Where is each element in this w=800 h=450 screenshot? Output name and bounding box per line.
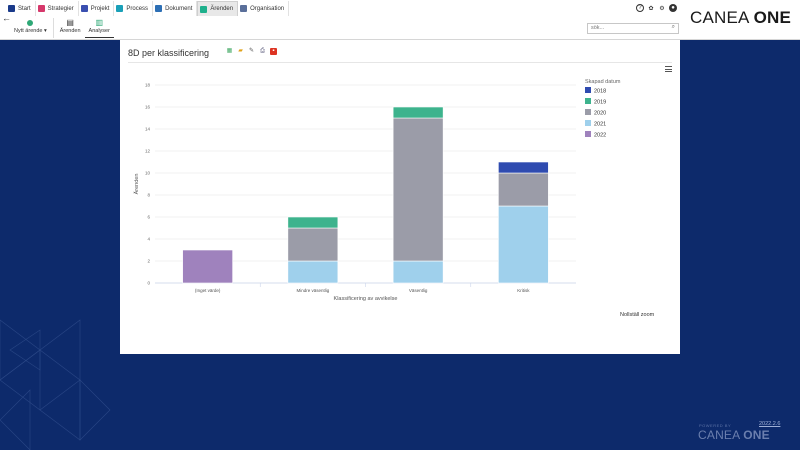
y-tick-label: 16 [145,105,151,110]
legend-swatch-2018 [585,87,591,93]
bar-segment-2019 [392,106,444,119]
y-tick-label: 6 [147,215,150,220]
palette-icon[interactable]: ✿ [648,5,654,12]
legend-swatch-2019 [585,98,591,104]
bar-segment-2021 [498,205,549,284]
top-bar: Start Strategier Projekt Process Dokument Äre… [0,0,800,40]
bar-chart-icon: ▥ [95,18,104,27]
search-box: ⌕ [587,23,679,34]
add-icon [27,20,34,26]
x-tick-label: Kritisk [517,288,530,293]
legend-item-label[interactable]: 2020 [594,111,606,117]
caret-down-icon: ▾ [43,28,47,34]
nav-tab-projekt[interactable]: Projekt [79,1,115,16]
nav-tab-label: Start [18,5,31,12]
back-arrow-icon[interactable]: ← [2,13,11,23]
new-case-button[interactable]: Nytt ärende ▾ [10,18,51,38]
powered-by-label: POWERED BY [699,423,732,428]
x-tick-label: Mindre väsentlig [296,288,329,293]
legend-swatch-2020 [585,109,591,115]
bar-segment-2019 [287,216,339,229]
legend-item-label[interactable]: 2022 [594,133,606,139]
nav-tab-dokument[interactable]: Dokument [153,1,198,16]
legend-item-label[interactable]: 2018 [594,89,606,95]
y-tick-label: 2 [147,259,150,264]
list-icon: ▤ [66,18,74,27]
legend-item-label[interactable]: 2021 [594,122,606,128]
panel-tools: ▦ ▰ ✎ ⎙ ▪ [226,48,277,55]
nav-tab-process[interactable]: Process [114,1,154,16]
legend-title: Skapad datum [585,79,621,85]
search-input[interactable] [591,25,665,31]
bar-segment-2020 [392,117,444,262]
y-axis-title: Ärenden [133,174,140,195]
avatar[interactable]: ● [669,4,677,12]
y-tick-label: 10 [145,171,151,176]
stacked-bar-chart: 0 2 4 6 8 10 12 14 16 18 (Inget värde) Mindre väsen… [133,79,621,302]
page-title: 8D per klassificering [128,48,210,58]
folder-icon[interactable]: ▰ [238,48,243,54]
sub-toolbar: Nytt ärende ▾ ▤ Ärenden ▥ Analyser [10,18,114,38]
nav-tab-label: Organisation [250,5,285,12]
top-icons: ? ✿ ⚙ ● [636,4,677,12]
divider [128,62,672,63]
nav-tab-start[interactable]: Start [6,1,36,16]
nav-tab-strategier[interactable]: Strategier [36,1,79,16]
search-icon[interactable]: ⌕ [671,24,675,30]
strategy-icon [37,5,45,12]
nav-tab-organisation[interactable]: Organisation [238,1,290,16]
process-icon [116,5,124,12]
chart-menu-icon[interactable] [665,66,672,74]
brand-logo: CANEA ONE [690,8,792,27]
version-link[interactable]: 2022.2.6 [759,421,781,427]
document-icon [155,5,163,12]
project-icon [80,5,88,12]
chart-type-icon[interactable]: ▦ [226,48,233,54]
y-tick-label: 0 [147,281,150,286]
bar-segment-2021 [392,260,444,284]
reset-zoom-button[interactable]: Nollställ zoom [620,312,655,318]
gear-icon[interactable]: ⚙ [659,5,665,12]
bar-segment-2020 [287,227,339,262]
bar-segment-2018 [498,161,549,174]
y-tick-label: 8 [147,193,150,198]
x-tick-label: (Inget värde) [195,288,221,293]
legend-item-label[interactable]: 2019 [594,100,606,106]
analyses-button[interactable]: ▥ Analyser [84,18,114,38]
pdf-icon[interactable]: ▪ [270,48,277,55]
organisation-icon [240,5,248,12]
y-tick-label: 12 [145,149,151,154]
nav-tab-label: Strategier [47,5,74,12]
background-decoration [0,319,111,450]
legend-swatch-2022 [585,131,591,137]
bar-segment-2022 [182,249,233,284]
y-tick-label: 4 [147,237,150,242]
bar-segment-2020 [498,172,549,207]
case-icon [200,5,208,13]
footer-brand-logo: CANEA ONE [698,428,770,442]
nav-tab-label: Ärenden [210,6,234,12]
y-tick-label: 18 [145,83,151,88]
x-axis-title: Klassificering av avvikelse [334,296,398,302]
home-icon [8,5,15,12]
help-icon[interactable]: ? [636,4,644,12]
main-nav: Start Strategier Projekt Process Dokument Äre… [6,1,290,16]
y-tick-label: 14 [145,127,151,132]
x-tick-label: Väsentlig [409,288,428,293]
cases-button[interactable]: ▤ Ärenden [59,18,81,34]
legend-swatch-2021 [585,120,591,126]
nav-tab-label: Projekt [90,5,110,12]
edit-icon[interactable]: ✎ [248,48,255,54]
export-icon[interactable]: ⎙ [260,48,265,54]
analysis-panel: 8D per klassificering ▦ ▰ ✎ ⎙ ▪ 0 2 4 6 8 10 1… [120,40,680,354]
nav-tab-label: Process [126,5,149,12]
nav-tab-ärenden[interactable]: Ärenden [197,1,239,16]
bar-segment-2021 [287,260,339,284]
nav-tab-label: Dokument [165,5,193,12]
